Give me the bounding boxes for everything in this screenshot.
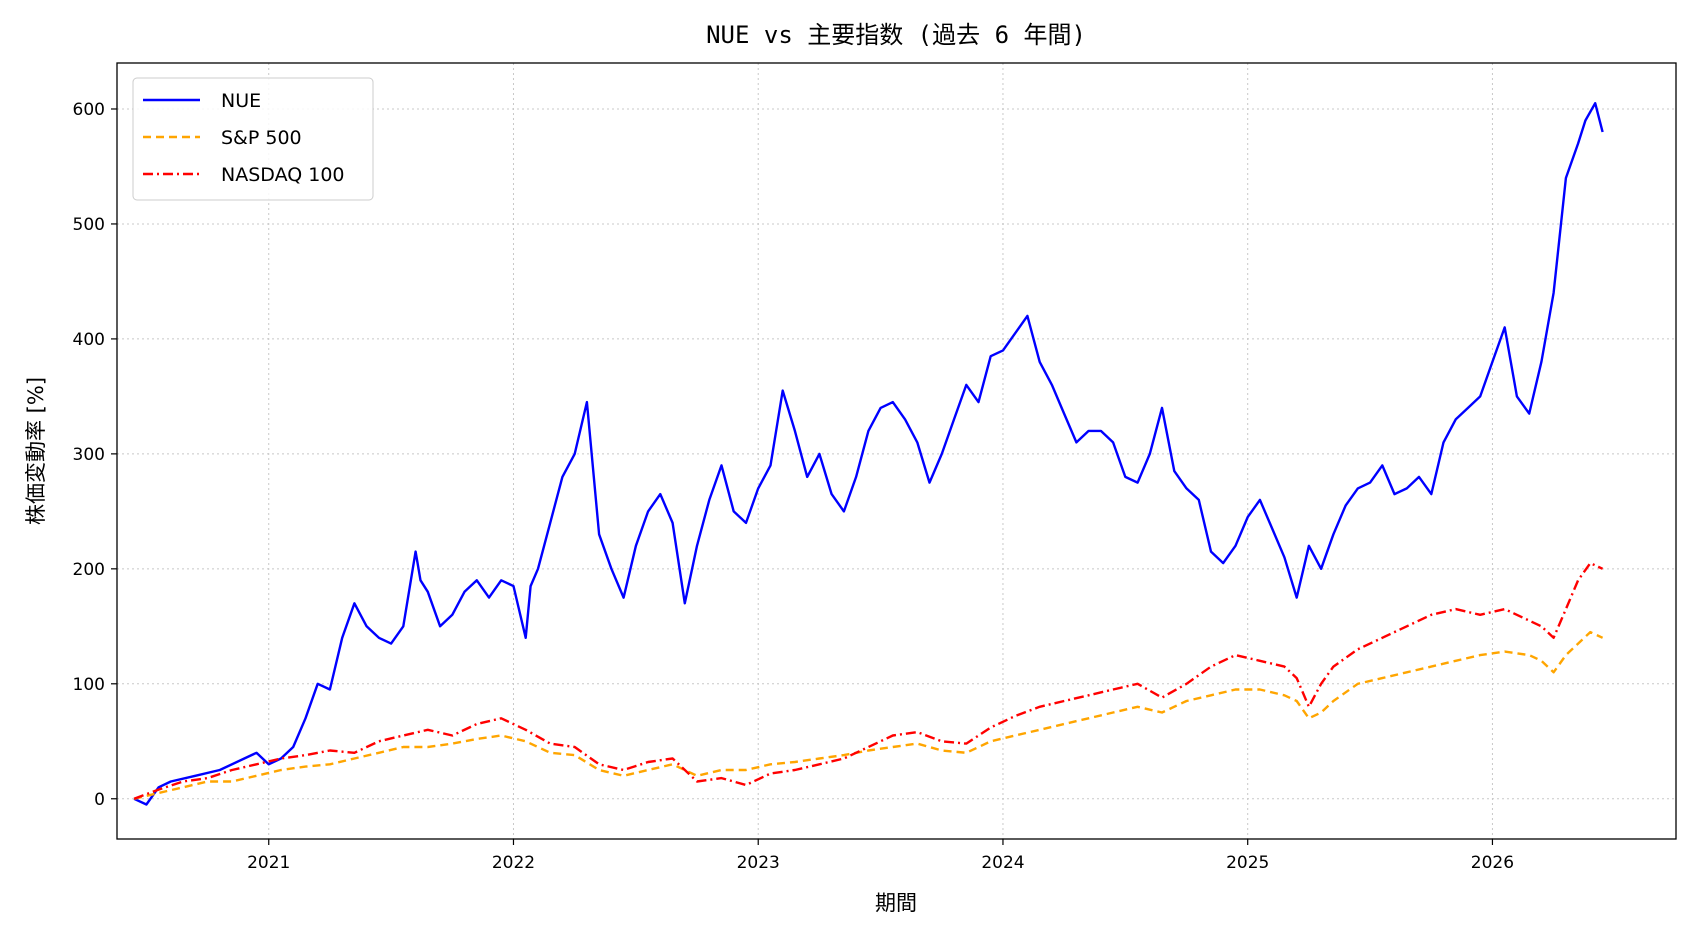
grid-lines	[117, 63, 1676, 839]
series-lines	[133, 101, 1604, 806]
y-tick-label: 400	[73, 330, 105, 350]
y-tick-label: 500	[73, 215, 105, 235]
plot-frame	[116, 62, 1677, 840]
x-tick-label: 2024	[981, 853, 1024, 873]
y-tick-label: 100	[73, 675, 105, 695]
y-tick-label: 0	[94, 790, 105, 810]
x-tick-label: 2021	[247, 853, 290, 873]
legend-label: S&P 500	[221, 127, 302, 149]
series-line-nue	[133, 101, 1604, 806]
x-tick-label: 2025	[1226, 853, 1269, 873]
y-tick-label: 600	[73, 100, 105, 120]
plot-background	[117, 63, 1676, 839]
chart-title: NUE vs 主要指数 (過去 6 年間)	[706, 21, 1086, 49]
y-axis-label: 株価変動率 [%]	[24, 377, 48, 525]
x-tick-label: 2022	[492, 853, 535, 873]
legend-box	[132, 77, 374, 201]
legend-label: NUE	[221, 90, 261, 112]
legend: NUE S&P 500 NASDAQ 100	[132, 77, 374, 201]
legend-label: NASDAQ 100	[221, 164, 345, 186]
x-tick-label: 2023	[737, 853, 780, 873]
x-axis-label: 期間	[875, 891, 917, 915]
series-line-nasdaq-100	[133, 561, 1604, 800]
x-axis-ticks: 2021 2022 2023 2024 2025 2026	[247, 839, 1514, 873]
y-axis-ticks: 0 100 200 300 400 500 600	[73, 100, 117, 810]
y-tick-label: 300	[73, 445, 105, 465]
x-tick-label: 2026	[1471, 853, 1514, 873]
y-tick-label: 200	[73, 560, 105, 580]
